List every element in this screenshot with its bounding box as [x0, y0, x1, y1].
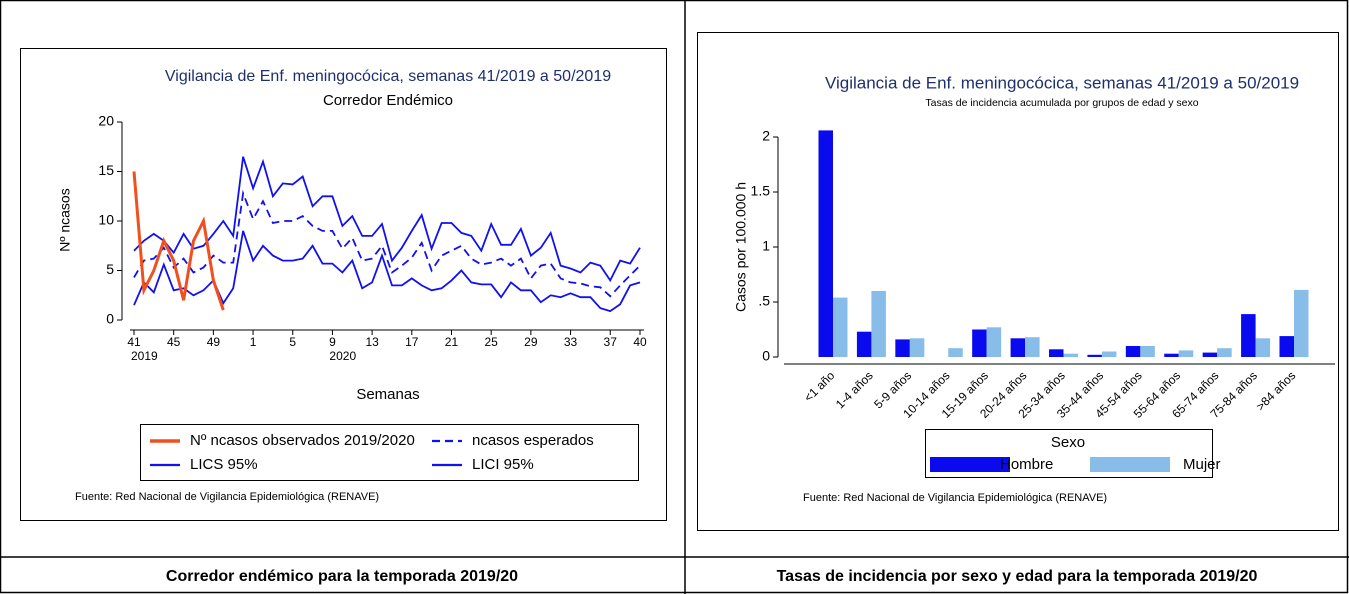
bar [1063, 353, 1078, 357]
y-tick-label: 2 [762, 128, 770, 144]
x-tick-label: 45 [167, 335, 181, 349]
legend-swatch [1090, 457, 1170, 472]
chart-frame [697, 32, 1339, 531]
bar [1217, 348, 1232, 357]
bar [986, 327, 1002, 357]
bar [1010, 338, 1026, 357]
legend-label: Mujer [1183, 456, 1221, 473]
bar [1125, 346, 1141, 357]
bar [895, 339, 910, 357]
x-tick-label: 37 [604, 335, 618, 349]
x-tick-label: 25 [484, 335, 498, 349]
series-line [133, 156, 641, 283]
y-tick-label: .5 [758, 293, 770, 309]
y-tick-label: 20 [98, 113, 114, 129]
bar [948, 348, 963, 357]
bar [1241, 314, 1256, 357]
caption: Tasas de incidencia por sexo y edad para… [777, 568, 1258, 585]
bar [818, 130, 833, 357]
y-tick-label: 5 [106, 261, 114, 277]
chart-title: Vigilancia de Enf. meningocócica, semana… [825, 73, 1299, 92]
x-tick-label: 5 [289, 335, 296, 349]
x-tick-label: 13 [365, 335, 379, 349]
y-tick-label: 1 [762, 238, 770, 254]
bar [1202, 352, 1218, 357]
legend-label: LICI 95% [472, 456, 534, 473]
legend-swatch [930, 457, 1010, 472]
bar [1101, 351, 1117, 357]
y-tick-label: 1.5 [751, 183, 771, 199]
bar [1164, 353, 1179, 357]
x-tick-label: 33 [564, 335, 578, 349]
bar [1178, 350, 1194, 357]
x-tick-label: 17 [405, 335, 419, 349]
bar [856, 331, 872, 357]
bar [1025, 337, 1040, 357]
bar [833, 297, 848, 357]
chart-subtitle: Corredor Endémico [323, 92, 453, 109]
y-tick-label: 0 [762, 348, 770, 364]
legend-label: ncasos esperados [472, 432, 594, 449]
x-tick-label: 41 [127, 335, 141, 349]
legend-label: LICS 95% [190, 456, 258, 473]
source-note: Fuente: Red Nacional de Vigilancia Epide… [803, 492, 1107, 504]
caption: Corredor endémico para la temporada 2019… [166, 568, 518, 585]
bar [1255, 338, 1271, 357]
year-label: 2020 [329, 349, 356, 363]
source-note: Fuente: Red Nacional de Vigilancia Epide… [75, 491, 379, 503]
x-tick-label: 1 [250, 335, 257, 349]
x-tick-label: 9 [329, 335, 336, 349]
x-tick-label: 29 [524, 335, 538, 349]
bar [972, 329, 987, 357]
bar [1049, 349, 1064, 357]
series-line [132, 171, 225, 311]
bar [1279, 336, 1294, 357]
x-tick-label: 21 [445, 335, 459, 349]
legend-label: Hombre [1000, 456, 1053, 473]
y-tick-label: 10 [98, 212, 114, 228]
legend-title: Sexo [1051, 434, 1085, 451]
legend-box [140, 424, 639, 481]
y-tick-label: 15 [98, 162, 114, 178]
year-label: 2019 [131, 349, 158, 363]
y-axis-label: Nº ncasos [57, 188, 73, 251]
x-axis-label: Semanas [356, 386, 419, 403]
chart-title: Vigilancia de Enf. meningocócica, semana… [165, 68, 611, 85]
bar [1087, 354, 1102, 357]
chart-frame [20, 48, 667, 521]
legend-label: Nº ncasos observados 2019/2020 [190, 432, 415, 449]
bar [1294, 289, 1309, 357]
y-axis-label: Casos por 100.000 h [733, 182, 749, 312]
bar [909, 338, 925, 357]
legend-box [925, 429, 1213, 478]
x-tick-label: 49 [207, 335, 221, 349]
x-tick-label: 40 [633, 335, 647, 349]
bar [1140, 346, 1155, 357]
y-tick-label: 0 [106, 311, 114, 327]
chart-subtitle: Tasas de incidencia acumulada por grupos… [925, 97, 1198, 109]
bar [871, 291, 886, 357]
